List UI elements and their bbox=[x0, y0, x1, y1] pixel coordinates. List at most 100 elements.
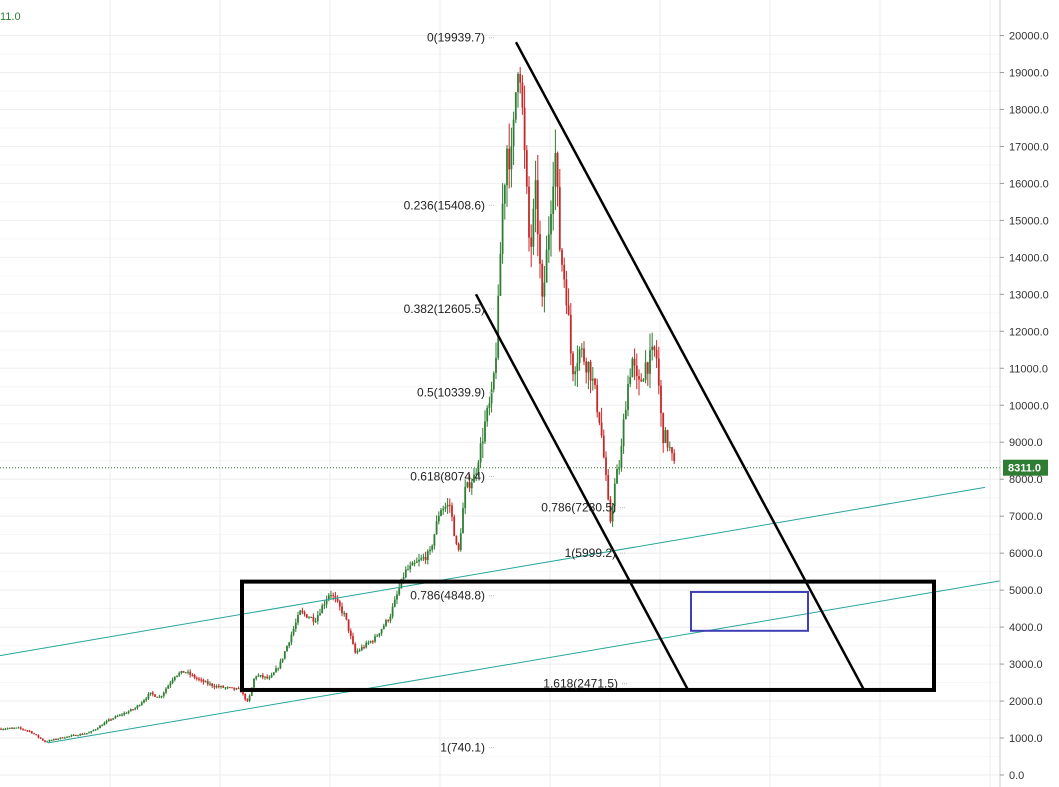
candle bbox=[519, 67, 522, 94]
candle bbox=[257, 673, 260, 677]
candle bbox=[330, 590, 332, 600]
price-axis-background bbox=[1000, 0, 1059, 787]
price-axis-label: 19000.0 bbox=[1009, 67, 1049, 79]
channel-upper-line[interactable] bbox=[0, 486, 986, 657]
candle-body bbox=[253, 678, 255, 688]
channel-lower-line[interactable] bbox=[47, 580, 1001, 744]
candle bbox=[37, 734, 40, 739]
candle-body bbox=[580, 348, 583, 350]
candle bbox=[277, 667, 280, 672]
candle-body bbox=[653, 346, 656, 350]
candle bbox=[92, 729, 95, 732]
candle-body bbox=[668, 447, 671, 449]
candle-body bbox=[671, 447, 673, 454]
candle-body bbox=[569, 314, 572, 354]
candle-body bbox=[305, 614, 308, 618]
candle-body bbox=[101, 725, 104, 727]
candle-body bbox=[169, 682, 172, 686]
candle-body bbox=[444, 506, 447, 509]
candle bbox=[556, 151, 559, 207]
candle bbox=[24, 729, 27, 731]
candle-body bbox=[635, 365, 638, 377]
candle-body bbox=[290, 634, 293, 643]
candle-body bbox=[396, 594, 398, 600]
candle-body bbox=[642, 379, 645, 382]
candle bbox=[393, 596, 396, 608]
candle bbox=[35, 734, 38, 736]
candle bbox=[631, 356, 634, 378]
price-axis[interactable]: 0.0 1000.0 2000.0 3000.0 4000.0 5000.0 6000.0 7… bbox=[999, 0, 1059, 787]
candle bbox=[189, 669, 192, 678]
candle-body bbox=[627, 383, 629, 411]
candle-body bbox=[220, 685, 222, 687]
candle-body bbox=[365, 642, 368, 648]
candle-body bbox=[453, 516, 456, 537]
candle bbox=[33, 732, 35, 735]
candle-body bbox=[275, 668, 277, 673]
candle-body bbox=[79, 733, 82, 736]
candle bbox=[574, 366, 577, 386]
downtrend-line-inner[interactable] bbox=[474, 293, 690, 691]
candle-body bbox=[217, 686, 220, 688]
candle bbox=[55, 738, 57, 741]
candle-body bbox=[521, 82, 524, 108]
support-zone-box[interactable] bbox=[240, 579, 936, 692]
candle bbox=[411, 561, 414, 566]
candle-body bbox=[554, 153, 557, 187]
candle bbox=[167, 684, 170, 689]
target-zone-box[interactable] bbox=[690, 590, 809, 632]
candle-body bbox=[481, 441, 484, 444]
candle-body bbox=[418, 559, 420, 562]
candle-body bbox=[363, 647, 365, 649]
candle-body bbox=[297, 614, 299, 623]
candle-body bbox=[470, 482, 473, 489]
candle-body bbox=[657, 358, 660, 386]
candle bbox=[292, 625, 295, 637]
candle bbox=[129, 708, 132, 712]
candle-body bbox=[162, 692, 165, 697]
fib-level-label: 0.382(12605.5) bbox=[404, 302, 485, 316]
candle bbox=[358, 648, 361, 652]
candle-body bbox=[446, 504, 449, 507]
candle-body bbox=[11, 727, 13, 729]
candle bbox=[521, 75, 524, 115]
candle bbox=[484, 410, 486, 444]
candlestick-series bbox=[0, 67, 676, 743]
candle bbox=[11, 726, 13, 729]
candle-body bbox=[437, 515, 440, 522]
candle bbox=[30, 730, 33, 734]
candle-body bbox=[495, 357, 497, 374]
candle-body bbox=[178, 673, 181, 676]
candle bbox=[413, 559, 416, 567]
candle-body bbox=[547, 234, 550, 250]
candle-body bbox=[501, 203, 504, 254]
candle bbox=[299, 609, 302, 616]
candle-body bbox=[22, 728, 24, 730]
fib-extension-labels: 0.786(7230.5) 1(5999.2) 1.618(2471.5) bbox=[541, 501, 628, 691]
candle bbox=[517, 72, 519, 108]
candle-body bbox=[316, 615, 319, 622]
candle-body bbox=[646, 362, 649, 374]
candle bbox=[151, 690, 154, 697]
candle-body bbox=[578, 349, 581, 364]
candle-body bbox=[110, 719, 112, 721]
candle-body bbox=[611, 506, 614, 522]
candle-body bbox=[343, 612, 346, 614]
candle-body bbox=[567, 305, 570, 315]
candle bbox=[83, 732, 86, 735]
candle bbox=[235, 687, 238, 690]
candle bbox=[158, 694, 161, 698]
candle bbox=[233, 687, 236, 692]
candle bbox=[178, 671, 181, 677]
candle bbox=[74, 734, 77, 736]
candle-body bbox=[325, 599, 328, 605]
candle-body bbox=[367, 642, 370, 644]
candle bbox=[57, 738, 60, 741]
candle-body bbox=[147, 694, 150, 699]
candle-body bbox=[81, 733, 84, 735]
candle bbox=[169, 680, 172, 688]
candle bbox=[453, 514, 456, 537]
candle bbox=[349, 628, 352, 640]
price-axis-label: 12000.0 bbox=[1009, 326, 1049, 338]
